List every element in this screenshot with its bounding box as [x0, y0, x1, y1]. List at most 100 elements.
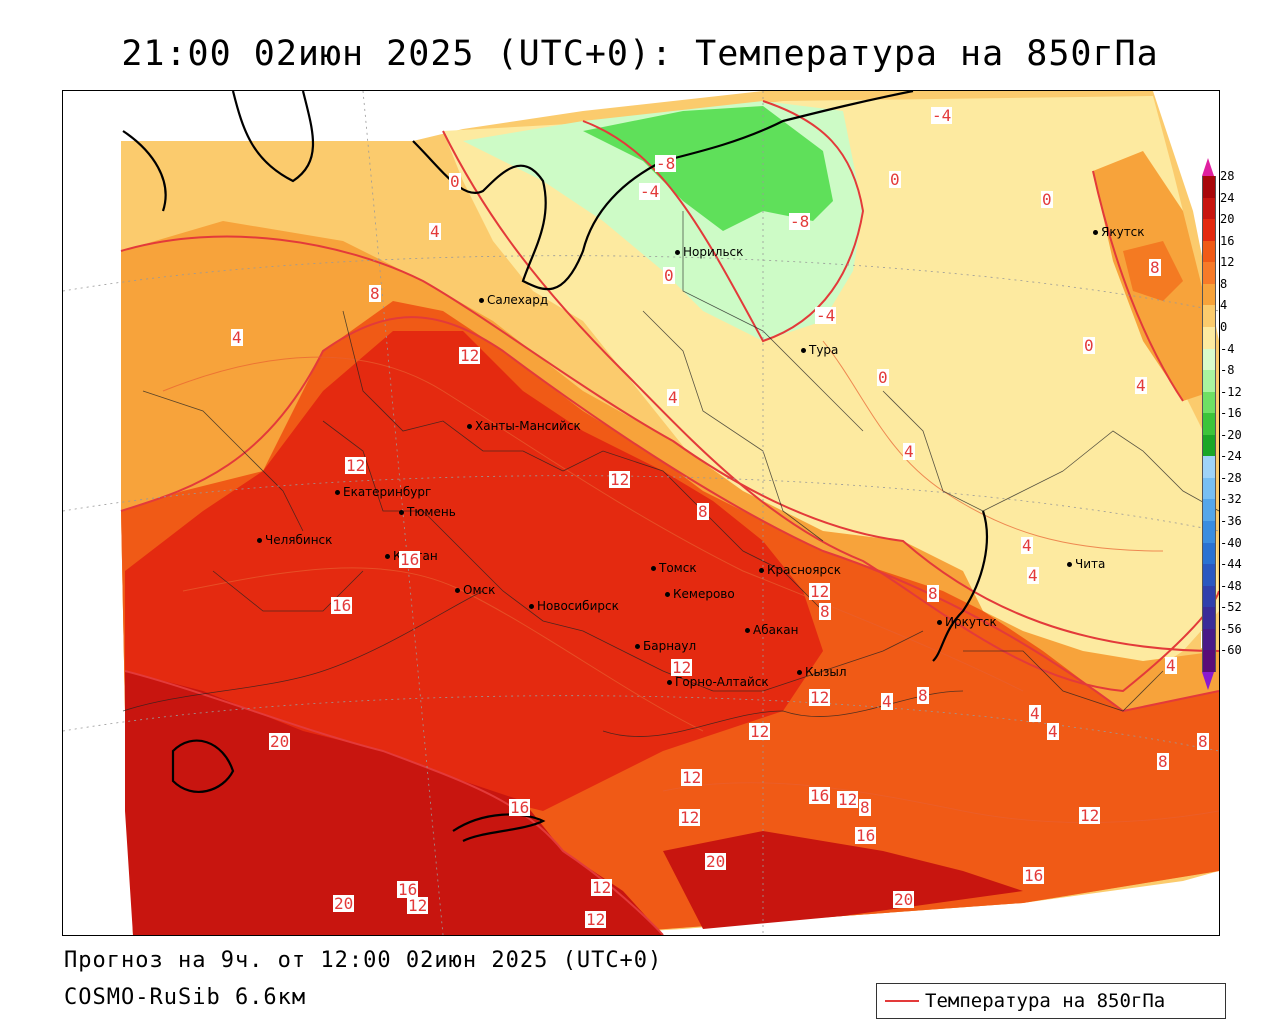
- city-dot-icon: [479, 298, 484, 303]
- isotherm-label: 8: [1157, 752, 1169, 771]
- isotherm-label: 12: [681, 768, 703, 787]
- city-dot-icon: [937, 620, 942, 625]
- city-label: Салехард: [479, 293, 548, 307]
- city-label: Тура: [801, 343, 838, 357]
- legend-line-swatch: [885, 1000, 919, 1002]
- city-label: Кызыл: [797, 665, 847, 679]
- isotherm-label: 0: [1083, 336, 1095, 355]
- isotherm-label: 0: [663, 266, 675, 285]
- isotherm-label: 4: [429, 222, 441, 241]
- isotherm-label: 12: [809, 688, 831, 707]
- isotherm-label: 4: [1165, 656, 1177, 675]
- city-label: Иркутск: [937, 615, 997, 629]
- city-name: Салехард: [487, 293, 549, 307]
- city-label: Новосибирск: [529, 599, 619, 613]
- isotherm-label: 16: [1023, 866, 1045, 885]
- isotherm-label: 8: [697, 502, 709, 521]
- city-label: Барнаул: [635, 639, 696, 653]
- legend-swatch: [1202, 477, 1216, 500]
- isotherm-label: 4: [667, 388, 679, 407]
- city-name: Томск: [659, 561, 697, 575]
- legend-tick-label: -56: [1220, 621, 1242, 636]
- city-dot-icon: [675, 250, 680, 255]
- city-label: Абакан: [745, 623, 798, 637]
- legend-swatch: [1202, 391, 1216, 414]
- city-dot-icon: [665, 592, 670, 597]
- city-dot-icon: [455, 588, 460, 593]
- legend-tick-label: 24: [1220, 190, 1235, 205]
- isotherm-label: 12: [407, 896, 429, 915]
- color-scale-legend: 28 24 20 16 12 8 4 0 -4 -8 -12 -16 -20 -24 -28 -32 -36 -4…: [1198, 158, 1280, 690]
- city-label: Норильск: [675, 245, 743, 259]
- city-name: Новосибирск: [537, 599, 619, 613]
- city-name: Барнаул: [643, 639, 697, 653]
- city-name: Якутск: [1101, 225, 1145, 239]
- isotherm-label: 20: [705, 852, 727, 871]
- legend-swatch: [1202, 240, 1216, 263]
- isotherm-label: 4: [1029, 704, 1041, 723]
- isotherm-label: 4: [1027, 566, 1039, 585]
- legend-swatch: [1202, 585, 1216, 608]
- city-dot-icon: [635, 644, 640, 649]
- legend-tick-label: -28: [1220, 470, 1242, 485]
- legend-tick-label: 20: [1220, 212, 1235, 227]
- city-dot-icon: [257, 538, 262, 543]
- legend-swatch: [1202, 305, 1216, 327]
- isotherm-label: 0: [449, 172, 461, 191]
- city-label: Ханты-Мансийск: [467, 419, 581, 433]
- city-dot-icon: [399, 510, 404, 515]
- legend-swatch: [1202, 176, 1216, 198]
- line-legend: Температура на 850гПа: [876, 983, 1226, 1019]
- city-dot-icon: [797, 670, 802, 675]
- city-label: Челябинск: [257, 533, 332, 547]
- city-name: Иркутск: [945, 615, 997, 629]
- city-name: Челябинск: [265, 533, 333, 547]
- legend-swatch: [1202, 197, 1216, 220]
- city-name: Норильск: [683, 245, 744, 259]
- legend-tick-label: -32: [1220, 492, 1242, 507]
- city-dot-icon: [1093, 230, 1098, 235]
- legend-tick-label: 8: [1220, 276, 1228, 291]
- city-dot-icon: [467, 424, 472, 429]
- legend-tick-label: -40: [1220, 535, 1242, 550]
- zone-deep-red: [125, 671, 663, 935]
- isotherm-label: 16: [809, 786, 831, 805]
- isotherm-label: 8: [369, 284, 381, 303]
- isotherm-label: 0: [877, 368, 889, 387]
- isotherm-label: -8: [655, 154, 677, 173]
- legend-tick-label: -4: [1220, 341, 1235, 356]
- city-name: Абакан: [753, 623, 799, 637]
- city-name: Екатеринбург: [343, 485, 432, 499]
- city-label: Тюмень: [399, 505, 456, 519]
- city-name: Тура: [809, 343, 839, 357]
- city-name: Кемерово: [673, 587, 735, 601]
- isotherm-label: 12: [591, 878, 613, 897]
- map-panel[interactable]: Норильск Якутск Салехард Тура Ханты-Мансийск…: [62, 90, 1220, 936]
- model-info: COSMO-RuSib 6.6км: [64, 985, 307, 1010]
- legend-swatch: [1202, 434, 1216, 457]
- isotherm-label: 8: [859, 798, 871, 817]
- legend-tick-label: -24: [1220, 449, 1242, 464]
- isotherm-label: 4: [1135, 376, 1147, 395]
- isotherm-label: -8: [789, 212, 811, 231]
- zone-red: [125, 331, 823, 811]
- isotherm-label: 4: [1047, 722, 1059, 741]
- isotherm-label: 16: [855, 826, 877, 845]
- isotherm-label: 12: [671, 658, 693, 677]
- legend-tick-label: -60: [1220, 643, 1242, 658]
- isotherm-label: 4: [1021, 536, 1033, 555]
- city-dot-icon: [529, 604, 534, 609]
- isotherm-label: 12: [749, 722, 771, 741]
- isotherm-label: 4: [881, 692, 893, 711]
- legend-swatch: [1202, 413, 1216, 435]
- isotherm-label: 12: [345, 456, 367, 475]
- legend-swatch: [1202, 628, 1216, 651]
- legend-tick-label: -52: [1220, 600, 1242, 615]
- isotherm-label: 8: [1197, 732, 1209, 751]
- isotherm-label: 16: [331, 596, 353, 615]
- legend-tick-label: 4: [1220, 298, 1228, 313]
- isotherm-label: 4: [903, 442, 915, 461]
- legend-tick-label: -36: [1220, 514, 1242, 529]
- city-name: Чита: [1075, 557, 1106, 571]
- city-dot-icon: [745, 628, 750, 633]
